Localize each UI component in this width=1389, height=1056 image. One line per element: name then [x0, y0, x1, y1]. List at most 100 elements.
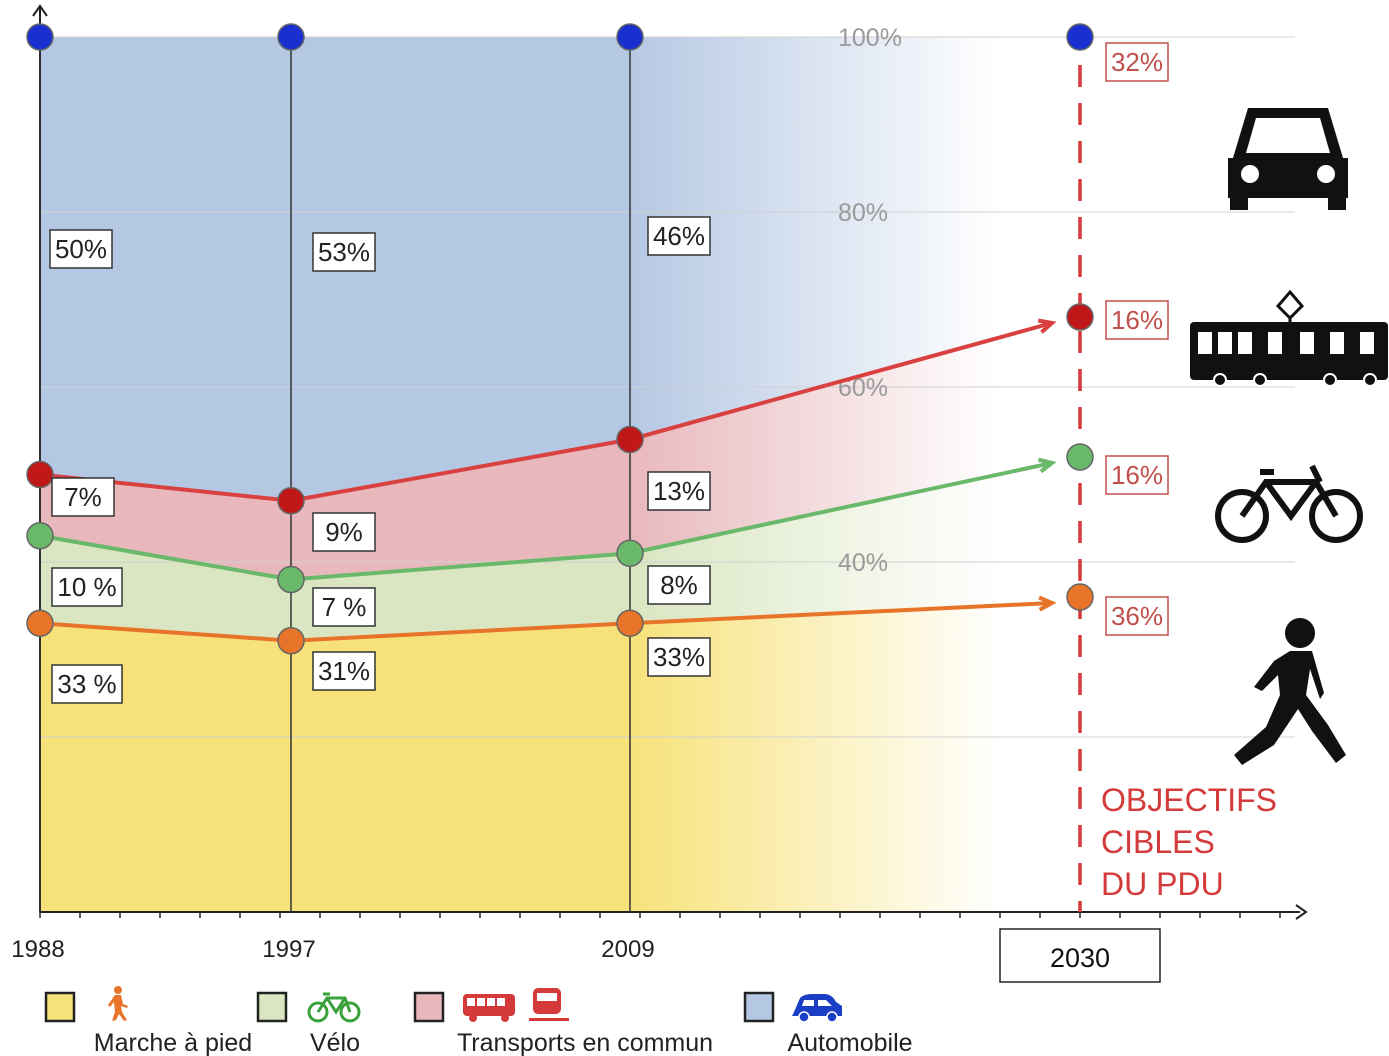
x-tick-label: 2030	[1050, 943, 1110, 973]
value-label-auto: 53%	[318, 237, 370, 267]
bicycle-icon	[1215, 464, 1363, 543]
marker-automobile	[616, 23, 644, 51]
car-wheel	[1230, 196, 1248, 210]
value-label-velo-box	[51, 567, 123, 607]
tram-window	[1300, 332, 1314, 354]
legend-label: Vélo	[310, 1029, 360, 1056]
value-label-velo-box	[647, 565, 711, 605]
legend-swatch	[256, 991, 288, 1023]
value-label-tc-box	[312, 512, 376, 552]
marker-automobile	[277, 23, 305, 51]
value-label-marche-box	[1105, 596, 1169, 636]
value-label-tc-box	[647, 471, 711, 511]
value-label-auto-box	[49, 229, 113, 269]
annotation-line: CIBLES	[1101, 824, 1215, 860]
value-label-velo: 8%	[660, 570, 698, 600]
tram-window	[1360, 332, 1374, 354]
marker-transports-en-commun	[26, 460, 54, 489]
line-velo-arrow	[1037, 457, 1057, 474]
value-label-auto-box	[647, 216, 711, 256]
value-label-auto: 46%	[653, 221, 705, 251]
value-label-auto-box	[312, 232, 376, 272]
value-label-tc: 9%	[325, 517, 363, 547]
marker-automobile	[1066, 23, 1094, 51]
value-label-tc: 13%	[653, 476, 705, 506]
marker-velo	[1066, 443, 1094, 471]
y-tick-label: 80%	[838, 199, 888, 227]
value-label-marche: 33 %	[57, 669, 116, 699]
legend-label: Transports en commun	[457, 1029, 713, 1056]
tram-wheel	[1253, 373, 1267, 387]
marker-transports-en-commun	[616, 425, 644, 454]
car-headlight	[1317, 165, 1335, 183]
area-automobile	[40, 37, 1000, 501]
marker-marche	[26, 609, 54, 637]
car-icon	[1228, 108, 1348, 210]
value-label-marche-box	[51, 664, 123, 704]
x-tick-box-2030	[999, 928, 1161, 983]
legend-item: Automobile	[743, 991, 913, 1056]
value-label-velo: 7 %	[322, 592, 367, 622]
value-label-tc-box	[51, 477, 115, 517]
car-headlight	[1241, 165, 1259, 183]
value-label-velo-box	[1105, 455, 1169, 495]
bus-icon	[463, 994, 515, 1022]
tram-wheel	[1213, 373, 1227, 387]
marker-velo	[616, 539, 644, 567]
walking-icon	[108, 986, 128, 1021]
annotation-line: DU PDU	[1101, 866, 1224, 902]
car-wheel	[1328, 196, 1346, 210]
tram-pantograph	[1275, 289, 1305, 321]
area-transports-en-commun	[40, 338, 1000, 580]
x-tick-label: 1988	[11, 936, 64, 963]
marker-automobile	[26, 23, 54, 51]
legend-label: Marche à pied	[94, 1029, 252, 1056]
person-head	[1285, 618, 1315, 648]
value-label-auto: 50%	[55, 234, 107, 264]
annotation-line: OBJECTIFS	[1101, 782, 1277, 818]
value-label-tc: 16%	[1111, 305, 1163, 335]
marker-velo	[26, 522, 54, 550]
legend-item: Transports en commun	[413, 988, 713, 1056]
value-label-tc: 7%	[64, 482, 102, 512]
line-marche-arrow	[1038, 595, 1057, 612]
bike-wheel	[1215, 489, 1269, 543]
line-velo	[39, 461, 1053, 582]
tram-wheel	[1363, 373, 1377, 387]
legend-swatch	[743, 991, 775, 1023]
bike-wheel	[1309, 489, 1363, 543]
bicycle-icon	[307, 992, 361, 1023]
value-label-marche: 33%	[653, 642, 705, 672]
x-axis-arrow	[1295, 904, 1308, 920]
car-window	[1246, 118, 1330, 153]
marker-marche	[616, 609, 644, 637]
value-label-auto: 32%	[1111, 47, 1163, 77]
person-body	[1234, 651, 1346, 765]
tram-window	[1238, 332, 1252, 354]
legend-item: Marche à pied	[44, 986, 252, 1056]
line-transports-en-commun	[39, 321, 1053, 503]
legend-swatch	[413, 991, 445, 1023]
marker-marche	[277, 627, 305, 655]
bike-frame	[1239, 464, 1339, 522]
value-label-tc-box	[1105, 300, 1169, 340]
car-icon	[792, 994, 842, 1023]
marker-marche	[1066, 583, 1094, 611]
value-label-marche: 31%	[318, 656, 370, 686]
tram-wheel	[1323, 373, 1337, 387]
y-axis-arrow	[32, 4, 48, 17]
tram-window	[1218, 332, 1232, 354]
value-label-velo: 16%	[1111, 460, 1163, 490]
tram-window	[1268, 332, 1282, 354]
value-label-velo-box	[312, 587, 376, 627]
value-label-marche: 36%	[1111, 601, 1163, 631]
y-tick-label: 40%	[838, 549, 888, 577]
area-marche	[40, 601, 1000, 912]
legend-item: Vélo	[256, 991, 361, 1056]
train-icon	[529, 988, 569, 1021]
tram-window	[1198, 332, 1212, 354]
x-tick-label: 2009	[601, 936, 654, 963]
tram-icon	[1190, 289, 1388, 387]
area-velo	[40, 474, 1000, 641]
